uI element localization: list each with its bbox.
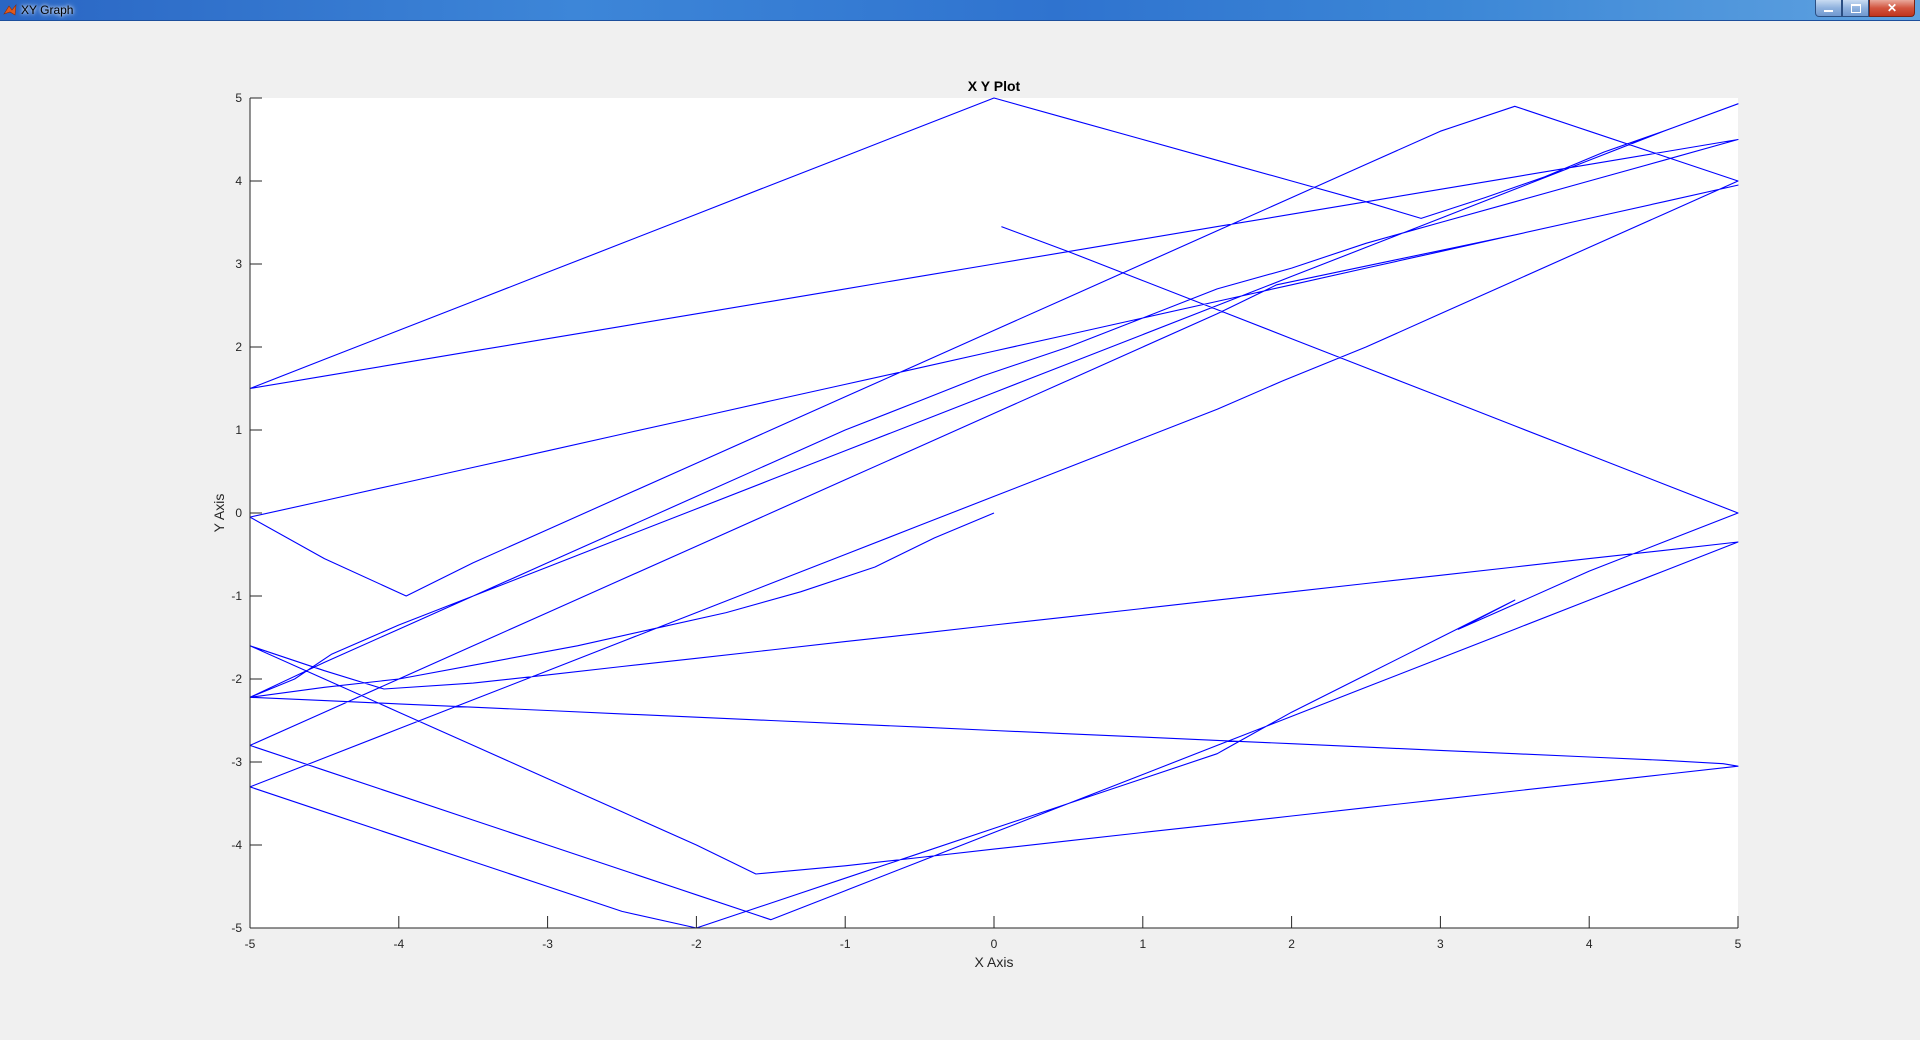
x-axis-label: X Axis <box>975 954 1014 970</box>
y-tick-label: -2 <box>231 672 242 686</box>
y-tick-label: -3 <box>231 755 242 769</box>
chart-title: X Y Plot <box>968 78 1021 94</box>
x-tick-label: -2 <box>691 937 702 951</box>
matlab-icon <box>3 4 17 16</box>
y-tick-label: -1 <box>231 589 242 603</box>
y-tick-label: 1 <box>235 423 242 437</box>
x-tick-label: 1 <box>1139 937 1146 951</box>
x-tick-label: 2 <box>1288 937 1295 951</box>
y-tick-label: 2 <box>235 340 242 354</box>
y-tick-label: 0 <box>235 506 242 520</box>
y-tick-label: -4 <box>231 838 242 852</box>
window-controls: ✕ <box>1815 0 1915 17</box>
minimize-button[interactable] <box>1815 0 1842 17</box>
maximize-button[interactable] <box>1842 0 1869 17</box>
x-tick-label: 3 <box>1437 937 1444 951</box>
figure-area: -5 -4 -3 -2 -1 0 1 2 3 4 5 -5 -4 -3 -2 -1 0 1 2 3 4 5 X Y Plo… <box>0 20 1920 1040</box>
y-tick-label: -5 <box>231 921 242 935</box>
y-tick-label: 5 <box>235 91 242 105</box>
x-tick-label: -5 <box>245 937 256 951</box>
series-line-0 <box>249 97 1739 929</box>
close-icon: ✕ <box>1886 1 1898 15</box>
x-tick-label: -1 <box>840 937 851 951</box>
maximize-icon <box>1850 3 1861 13</box>
minimize-icon <box>1824 10 1833 12</box>
y-tick-label: 4 <box>235 174 242 188</box>
y-axis-label: Y Axis <box>211 494 227 533</box>
xy-chart: -5 -4 -3 -2 -1 0 1 2 3 4 5 -5 -4 -3 -2 -1 0 1 2 3 4 5 X Y Plo… <box>211 78 1742 970</box>
x-tick-label: -3 <box>542 937 553 951</box>
axes: -5 -4 -3 -2 -1 0 1 2 3 4 5 -5 -4 -3 -2 -1 0 1 2 3 4 5 <box>231 91 1741 951</box>
x-tick-label: 5 <box>1735 937 1742 951</box>
y-tick-label: 3 <box>235 257 242 271</box>
x-tick-label: -4 <box>393 937 404 951</box>
window-titlebar: XY Graph ✕ <box>0 0 1920 21</box>
x-tick-label: 0 <box>991 937 998 951</box>
plot-marks <box>249 97 1739 929</box>
close-button[interactable]: ✕ <box>1869 0 1915 17</box>
window-title: XY Graph <box>21 3 74 17</box>
x-tick-label: 4 <box>1586 937 1593 951</box>
